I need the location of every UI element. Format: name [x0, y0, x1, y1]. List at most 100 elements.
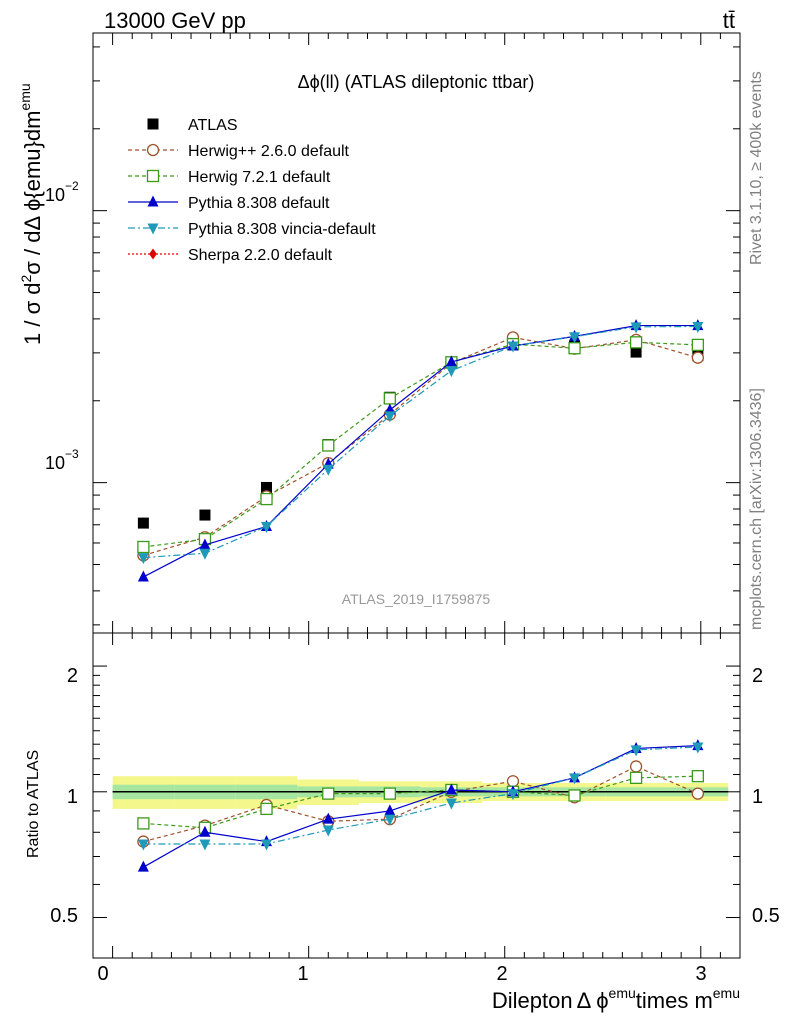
triangle-down-marker — [569, 332, 581, 344]
legend-label: ATLAS — [188, 117, 238, 134]
series-line — [143, 336, 699, 556]
ratio-axis-ticks — [93, 633, 741, 958]
triangle-down-marker — [445, 366, 457, 378]
series-line — [143, 775, 698, 829]
legend-label: Pythia 8.308 vincia-default — [188, 221, 376, 238]
open-square-marker — [629, 336, 643, 349]
main-ytick-base: 10 — [45, 185, 65, 205]
triangle-up-marker — [322, 812, 334, 824]
mcplots-source-label: mcplots.cern.ch [arXiv:1306.3436] — [748, 388, 765, 630]
triangle-down-marker — [384, 814, 396, 826]
triangle-down-marker — [507, 789, 519, 801]
open-square-marker — [383, 392, 396, 405]
triangle-down-marker — [445, 798, 457, 810]
legend-label: Herwig++ 2.6.0 default — [188, 143, 350, 160]
open-square-marker — [691, 770, 704, 783]
triangle-up-marker — [445, 355, 457, 367]
series-line — [143, 765, 699, 843]
legend-label: Pythia 8.308 default — [188, 195, 330, 212]
open-square-marker — [322, 787, 335, 800]
main-ytick-exp: −3 — [65, 447, 79, 461]
legend: ATLAS Herwig++ 2.6.0 default Herwig 7.2.1 … — [128, 117, 376, 264]
triangle-up-marker — [147, 195, 159, 207]
xtick-label-3: 3 — [695, 963, 706, 985]
main-ytick-base: 10 — [45, 453, 65, 473]
main-ytick-label-1e-2: 10 −2 — [45, 179, 79, 205]
energy-label: 13000 GeV pp — [104, 8, 246, 33]
main-ytick-exp: −2 — [65, 179, 79, 193]
series-atlas — [137, 339, 704, 529]
triangle-down-marker — [261, 521, 273, 533]
triangle-down-marker — [322, 464, 334, 476]
main-ytick-label-1e-3: 10 −3 — [45, 447, 79, 473]
legend-entry: Sherpa 2.2.0 default — [128, 247, 333, 264]
open-square-marker — [137, 817, 150, 830]
triangle-down-marker — [322, 825, 334, 837]
square-marker — [147, 118, 159, 130]
triangle-down-marker — [137, 839, 149, 851]
open-circle-marker — [506, 775, 520, 788]
open-square-marker — [322, 439, 335, 452]
square-marker — [630, 346, 642, 358]
series-pythia-8-308-vincia-default — [137, 322, 704, 565]
ratio-ytick-label-1: 1 — [67, 786, 78, 808]
triangle-down-marker — [630, 322, 642, 334]
square-marker — [261, 481, 273, 493]
open-square-marker — [568, 789, 581, 802]
triangle-up-marker — [445, 783, 457, 795]
ratio-plot-frame — [92, 632, 741, 959]
series-herwig-2-6-0-default — [137, 331, 704, 562]
triangle-up-marker — [199, 825, 211, 837]
open-circle-marker — [691, 351, 704, 364]
ratio-series-group — [137, 739, 704, 872]
open-circle-marker — [691, 787, 704, 800]
open-square-marker — [146, 169, 160, 183]
series-herwig-7-2-1-default — [137, 336, 704, 554]
diamond-marker — [149, 248, 157, 260]
triangle-up-marker — [199, 538, 211, 550]
triangle-down-marker — [630, 745, 642, 757]
series-line — [143, 745, 698, 868]
triangle-down-marker — [199, 839, 211, 851]
triangle-down-marker — [384, 411, 396, 423]
ratio-series-pythia-8-308-vincia-default — [137, 742, 704, 851]
process-label: tt̄ — [723, 8, 735, 33]
ratio-ytick-label-right-0.5: 0.5 — [752, 905, 780, 927]
xtick-label-0: 0 — [97, 963, 108, 985]
legend-entry: Pythia 8.308 default — [128, 195, 330, 212]
main-plot-title: Δϕ(ll) (ATLAS dileptonic ttbar) — [298, 72, 535, 92]
rivet-version-label: Rivet 3.1.10, ≥ 400k events — [748, 71, 765, 265]
xlabel: Dilepton Δ ϕemutimes memu — [492, 985, 740, 1013]
triangle-down-marker — [692, 322, 704, 334]
triangle-down-marker — [569, 773, 581, 785]
xtick-label-2: 2 — [496, 963, 507, 985]
triangle-down-marker — [261, 839, 273, 851]
open-circle-marker — [146, 143, 160, 157]
series-line — [143, 341, 698, 548]
triangle-down-marker — [507, 341, 519, 353]
legend-entry: Pythia 8.308 vincia-default — [128, 221, 376, 238]
main-axis-ticks — [93, 33, 741, 633]
triangle-down-marker — [137, 553, 149, 565]
ratio-ytick-label-right-2: 2 — [752, 665, 763, 687]
series-line — [143, 746, 698, 845]
ratio-ylabel: Ratio to ATLAS — [25, 750, 42, 858]
open-square-marker — [383, 787, 396, 800]
triangle-up-marker — [384, 804, 396, 816]
square-marker — [199, 509, 211, 521]
open-square-marker — [260, 802, 273, 816]
ratio-ytick-label-0.5: 0.5 — [50, 905, 78, 927]
series-pythia-8-308-default — [137, 319, 704, 582]
triangle-up-marker — [137, 860, 149, 872]
triangle-up-marker — [137, 570, 149, 582]
triangle-down-marker — [147, 223, 159, 235]
legend-entry: ATLAS — [147, 117, 238, 134]
main-ylabel: 1 / σ d2σ / dΔ ϕ{emu}dmemu — [17, 83, 45, 345]
open-square-marker — [260, 492, 273, 506]
main-series-group — [137, 319, 704, 582]
legend-label: Sherpa 2.2.0 default — [188, 247, 333, 264]
open-circle-marker — [629, 760, 643, 773]
open-square-marker — [568, 342, 581, 355]
open-square-marker — [629, 771, 643, 784]
